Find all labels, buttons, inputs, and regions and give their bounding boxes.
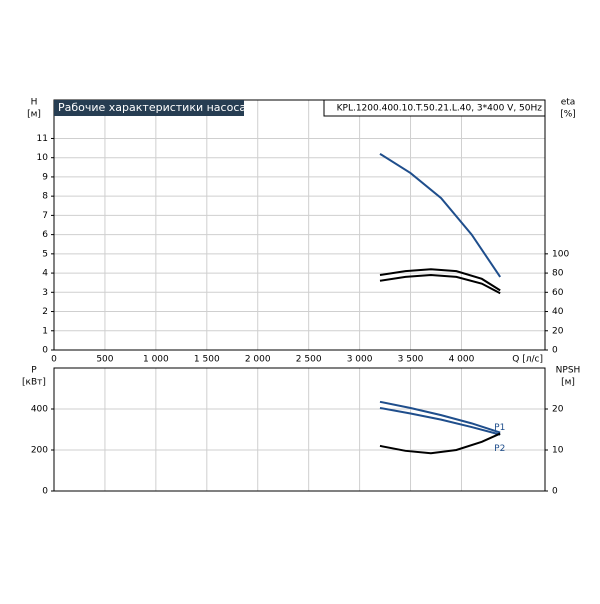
chart-title: Рабочие характеристики насоса [58,101,246,114]
y-tick-label: 1 [42,326,48,336]
y2-tick-label: 20 [552,405,564,415]
y-axis-unit: [м] [27,110,41,120]
y-tick-label: 200 [31,446,48,456]
x-tick-label: 3 000 [347,355,373,365]
series-line [379,432,501,455]
y2-tick-label: 10 [552,446,564,456]
y2-axis-unit: [м] [561,378,575,388]
y2-axis-label: NPSH [556,366,581,376]
series-line [379,152,502,278]
series-line [379,268,501,292]
plot-frame [53,367,546,492]
y2-tick-label: 0 [552,346,558,356]
y-tick-label: 2 [42,307,48,317]
y-tick-label: 0 [42,487,48,497]
plot-frame [53,99,546,351]
y-tick-label: 6 [42,230,48,240]
y-axis-unit: [кВт] [22,378,46,388]
x-axis-label: Q [л/с] [512,355,543,365]
y-tick-label: 0 [42,346,48,356]
x-tick-label: 1 500 [194,355,220,365]
series-label: P1 [494,423,505,433]
x-tick-label: 0 [51,355,57,365]
series-line [379,273,501,295]
subtitle-box [323,99,546,117]
y-tick-label: 4 [42,269,48,279]
y2-tick-label: 80 [552,269,564,279]
x-tick-label: 3 500 [398,355,424,365]
series-label: P2 [494,444,505,454]
y2-tick-label: 0 [552,487,558,497]
y-axis-label: P [31,366,37,376]
x-tick-label: 1 000 [143,355,169,365]
y2-tick-label: 100 [552,249,569,259]
series-line [379,406,501,436]
y-axis-label: H [31,98,38,108]
chart-subtitle: KPL.1200.400.10.T.50.21.L.40, 3*400 V, 5… [337,104,543,114]
y-tick-label: 9 [42,172,48,182]
y-tick-label: 3 [42,288,48,298]
y2-tick-label: 20 [552,326,564,336]
y2-axis-unit: [%] [560,110,576,120]
y2-tick-label: 40 [552,307,564,317]
x-tick-label: 2 000 [245,355,271,365]
y-tick-label: 8 [42,192,48,202]
x-tick-label: 4 000 [449,355,475,365]
y-tick-label: 10 [37,153,49,163]
y-tick-label: 7 [42,211,48,221]
y-tick-label: 400 [31,405,48,415]
series-line [379,400,501,434]
title-box [54,100,244,116]
y-tick-label: 11 [37,134,48,144]
x-tick-label: 2 500 [296,355,322,365]
x-tick-label: 500 [96,355,113,365]
y-tick-label: 5 [42,249,48,259]
y2-tick-label: 60 [552,288,564,298]
y2-axis-label: eta [561,98,576,108]
